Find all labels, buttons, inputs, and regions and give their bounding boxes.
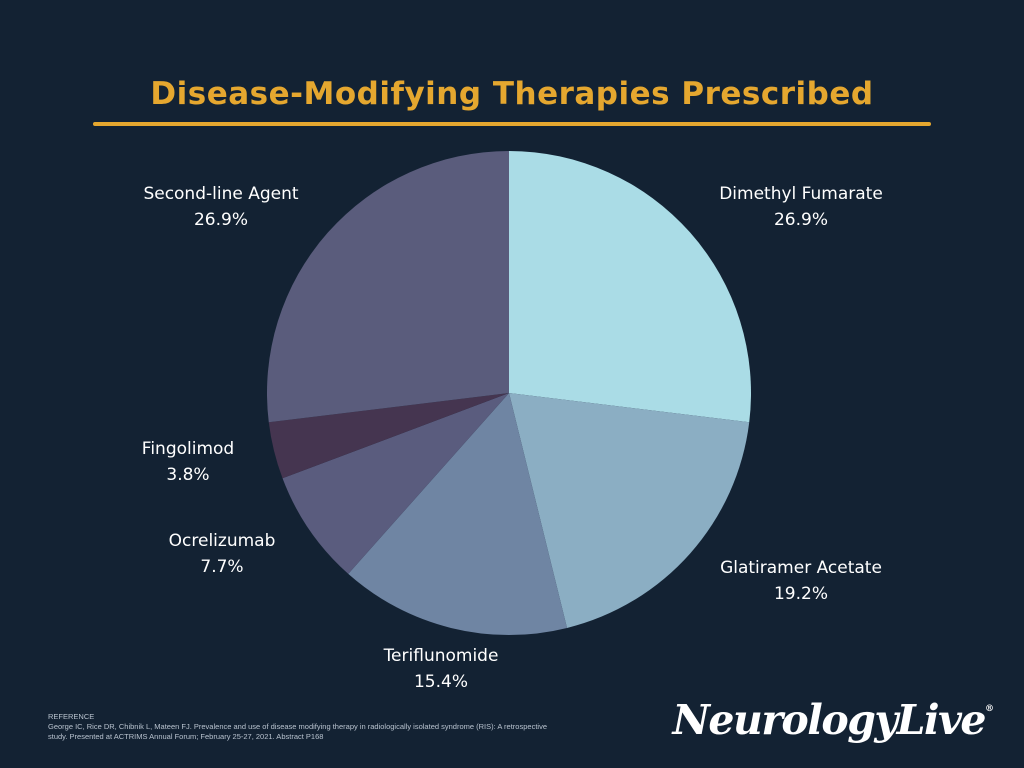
chart-title: Disease-Modifying Therapies Prescribed (150, 76, 874, 112)
slice-label-fingolimod: Fingolimod (142, 439, 234, 459)
pie-slice-ocrelizumab (282, 393, 509, 574)
pie-slice-teriflunomide (348, 393, 568, 636)
slice-value-second-line-agent: 26.9% (194, 210, 248, 230)
slice-label-ocrelizumab: Ocrelizumab (169, 531, 276, 551)
registered-mark: ® (985, 704, 994, 714)
pie-slice-dimethyl-fumarate (509, 151, 752, 423)
slice-value-fingolimod: 3.8% (166, 465, 209, 485)
logo-text: NeurologyLive (672, 696, 986, 744)
pie-slice-second-line-agent (266, 151, 509, 423)
title-underline (93, 122, 931, 126)
slice-value-teriflunomide: 15.4% (414, 672, 468, 692)
reference-note: REFERENCE George IC, Rice DR, Chibnik L,… (48, 712, 568, 742)
slice-label-teriflunomide: Teriflunomide (383, 646, 499, 666)
slice-value-ocrelizumab: 7.7% (200, 557, 243, 577)
pie-slice-glatiramer-acetate (509, 393, 750, 628)
reference-text: George IC, Rice DR, Chibnik L, Mateen FJ… (48, 722, 547, 741)
slice-value-glatiramer-acetate: 19.2% (774, 584, 828, 604)
pie-slice-fingolimod (268, 393, 509, 479)
reference-heading: REFERENCE (48, 712, 95, 721)
slice-label-dimethyl-fumarate: Dimethyl Fumarate (719, 184, 883, 204)
slice-label-glatiramer-acetate: Glatiramer Acetate (720, 558, 882, 578)
slice-value-dimethyl-fumarate: 26.9% (774, 210, 828, 230)
neurologylive-logo: NeurologyLive® (672, 696, 994, 744)
slice-label-second-line-agent: Second-line Agent (143, 184, 298, 204)
